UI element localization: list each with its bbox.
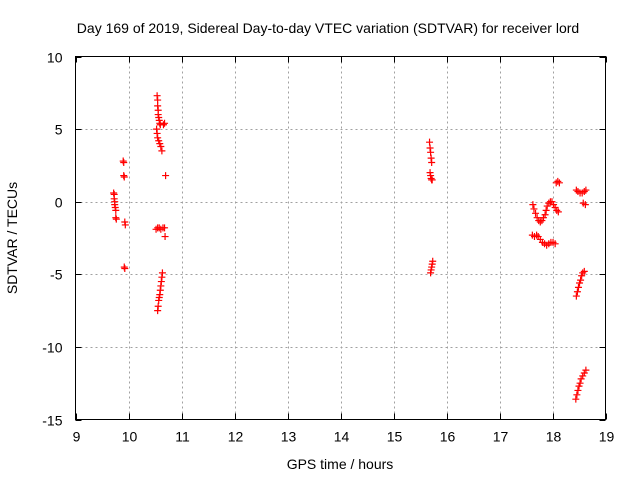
data-point [532,209,540,217]
data-point [158,147,166,155]
data-point [529,201,537,209]
data-point [553,206,561,214]
data-point [162,172,170,180]
x-tick-label: 17 [493,429,509,445]
data-point [112,206,120,214]
y-tick-labels: -15 -10 -5 0 5 10 [42,50,62,429]
data-point [572,395,580,403]
data-point [582,366,590,374]
data-point [581,201,589,209]
data-point [577,276,585,284]
data-point [572,186,580,194]
data-point [161,119,169,127]
data-point [554,208,562,216]
y-tick-label: -5 [50,267,63,283]
data-point [580,267,588,275]
plot-frame [75,56,606,420]
data-point [572,292,580,300]
data-point [554,177,562,185]
x-tick-label: 15 [387,429,403,445]
x-tick-label: 13 [281,429,297,445]
x-tick-label: 16 [440,429,456,445]
y-axis-label: SDTVAR / TECUs [4,182,20,294]
data-point [120,173,128,181]
data-point [582,186,590,194]
y-tick-label: 5 [55,122,63,138]
x-tick-label: 12 [228,429,244,445]
x-tick-label: 11 [175,429,190,445]
y-tick-label: 0 [55,195,63,211]
data-point [533,231,541,239]
data-point [541,211,549,219]
data-point [120,158,128,166]
x-tick-labels: 9 10 11 12 13 14 15 16 17 18 19 [73,429,615,445]
data-point [580,188,588,196]
x-axis-label: GPS time / hours [287,456,394,472]
grid [75,56,606,420]
data-point [573,288,581,296]
data-point [121,264,129,272]
data-point [428,176,436,184]
data-point [157,143,165,151]
data-point [112,215,120,223]
data-point [536,218,544,226]
data-point [161,224,169,232]
data-point [121,221,129,229]
y-tick-label: -15 [42,413,62,429]
data-points [110,92,590,403]
data-point [551,240,559,248]
y-tick-label: -10 [42,340,62,356]
data-point [161,233,169,241]
x-tick-label: 9 [73,429,81,445]
data-point [542,206,550,214]
chart-title: Day 169 of 2019, Sidereal Day-to-day VTE… [77,20,579,36]
axis-ticks [75,56,607,421]
data-point [555,179,563,187]
data-point [574,386,582,394]
x-tick-label: 14 [334,429,350,445]
data-point [154,307,162,315]
x-tick-label: 18 [546,429,562,445]
data-point [573,391,581,399]
x-tick-label: 10 [122,429,138,445]
data-point [428,158,436,166]
data-point [530,205,538,213]
y-tick-label: 10 [47,50,63,66]
data-point [579,269,587,277]
data-point [576,379,584,387]
data-point [159,121,167,129]
x-tick-label: 19 [599,429,615,445]
data-point [427,269,435,277]
data-point [545,199,553,207]
data-point [574,283,582,291]
